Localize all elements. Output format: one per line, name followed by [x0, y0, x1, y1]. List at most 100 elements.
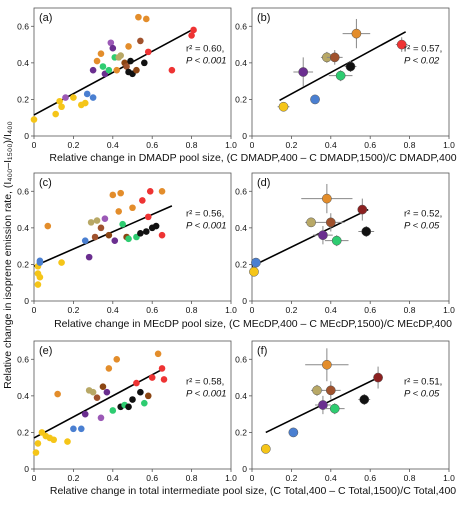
- panel-b: 0 0.2 0.4 0.6 0.8 1.0 0 0.2 0.4 0.6 (b) r² = 0.57,P…: [235, 7, 455, 150]
- data-point: [158, 231, 166, 239]
- y-tick-label: 0.2: [235, 259, 247, 269]
- panel-label: (e): [39, 345, 52, 357]
- y-tick-label: 0: [24, 131, 29, 141]
- data-point: [373, 372, 383, 383]
- y-tick-label: 0.2: [235, 94, 247, 104]
- data-point: [144, 48, 152, 56]
- data-point: [70, 94, 77, 101]
- regression-line: [33, 367, 165, 439]
- data-point: [158, 365, 166, 372]
- data-point: [105, 231, 113, 239]
- stat-r-squared: r² = 0.51,: [404, 377, 442, 388]
- x-tick-label: 0.6: [146, 305, 158, 315]
- x-tick-label: 0.4: [107, 305, 119, 315]
- x-tick-label: 0.6: [364, 305, 376, 315]
- data-point: [111, 237, 119, 244]
- data-point: [44, 222, 52, 230]
- regression-line: [33, 205, 173, 267]
- data-point: [152, 222, 160, 230]
- data-point: [89, 388, 97, 396]
- data-point: [125, 235, 132, 243]
- x-tick-label: 0.4: [107, 140, 119, 150]
- stat-p-value: P < 0.001: [186, 389, 227, 400]
- data-point: [329, 52, 340, 63]
- y-tick-label: 0: [242, 464, 247, 474]
- x-tick-label: 0.8: [186, 305, 198, 315]
- panel-label: (b): [257, 12, 270, 24]
- panel-d: 0 0.2 0.4 0.6 0.8 1.0 0 0.2 0.4 0.6 (d) r² = 0.52,P…: [235, 172, 455, 315]
- data-point: [135, 13, 142, 21]
- stat-r-squared: r² = 0.57,: [404, 44, 442, 55]
- x-tick-label: 0: [250, 140, 255, 150]
- x-tick-label: 0.8: [186, 140, 198, 150]
- x-tick-label: 1.0: [225, 140, 237, 150]
- stat-p-value: P < 0.001: [186, 56, 227, 67]
- x-tick-label: 0.4: [325, 140, 337, 150]
- data-point: [298, 67, 309, 77]
- data-point: [77, 425, 85, 433]
- stat-p-value: P < 0.02: [404, 56, 440, 67]
- x-tick-label: 0: [250, 305, 255, 315]
- x-tick-label: 0.8: [404, 140, 416, 150]
- data-point: [62, 94, 69, 101]
- panel-c: 0 0.2 0.4 0.6 0.8 1.0 0 0.2 0.4 0.6 (c) r² = 0.56,P…: [17, 172, 237, 315]
- data-point: [335, 70, 346, 81]
- data-point: [146, 187, 154, 195]
- data-point: [58, 103, 65, 111]
- y-tick-label: 0.2: [235, 427, 247, 437]
- data-point: [141, 399, 148, 407]
- data-point: [34, 440, 42, 447]
- data-point: [133, 379, 140, 387]
- data-point: [89, 66, 97, 74]
- data-point: [190, 26, 197, 34]
- data-point: [158, 187, 166, 195]
- data-point: [137, 37, 144, 45]
- data-point: [50, 436, 57, 444]
- data-point: [396, 39, 407, 50]
- data-point: [97, 224, 105, 232]
- data-point: [325, 217, 336, 228]
- data-point: [81, 99, 89, 107]
- x-axis-label-row2: Relative change in MEcDP pool size, (C M…: [54, 318, 452, 330]
- data-point: [99, 63, 107, 70]
- data-point: [168, 66, 176, 74]
- y-tick-label: 0: [242, 296, 247, 306]
- x-tick-label: 0.2: [67, 140, 79, 150]
- data-point: [141, 59, 148, 67]
- data-point: [32, 449, 40, 456]
- x-tick-label: 0.6: [364, 140, 376, 150]
- y-tick-label: 0.6: [235, 186, 247, 196]
- data-point: [119, 220, 126, 228]
- data-point: [306, 217, 316, 228]
- y-tick-label: 0.4: [235, 223, 247, 233]
- data-point: [278, 101, 289, 112]
- x-tick-label: 0: [32, 305, 37, 315]
- data-point: [160, 376, 168, 383]
- data-point: [52, 110, 59, 118]
- data-point: [89, 94, 97, 101]
- data-point: [318, 400, 328, 410]
- data-point: [142, 15, 150, 23]
- data-point: [97, 50, 105, 58]
- x-tick-label: 0.2: [285, 140, 297, 150]
- x-tick-label: 0.2: [285, 473, 297, 483]
- data-point: [64, 438, 71, 445]
- x-axis-label-row1: Relative change in DMADP pool size, (C D…: [49, 152, 456, 164]
- data-point: [129, 204, 136, 212]
- plot-frame: [251, 340, 450, 470]
- y-tick-label: 0.2: [17, 94, 29, 104]
- data-point: [93, 394, 101, 401]
- data-point: [105, 365, 113, 372]
- data-point: [56, 97, 63, 105]
- plot-frame: [251, 172, 450, 302]
- data-point: [322, 359, 332, 370]
- regression-line: [279, 31, 407, 102]
- data-point: [101, 215, 109, 223]
- data-point: [137, 388, 144, 396]
- data-point: [36, 273, 44, 281]
- x-tick-label: 0: [32, 140, 37, 150]
- y-tick-label: 0.4: [235, 58, 247, 68]
- data-point: [97, 414, 105, 422]
- data-point: [113, 355, 121, 363]
- data-point: [34, 281, 42, 288]
